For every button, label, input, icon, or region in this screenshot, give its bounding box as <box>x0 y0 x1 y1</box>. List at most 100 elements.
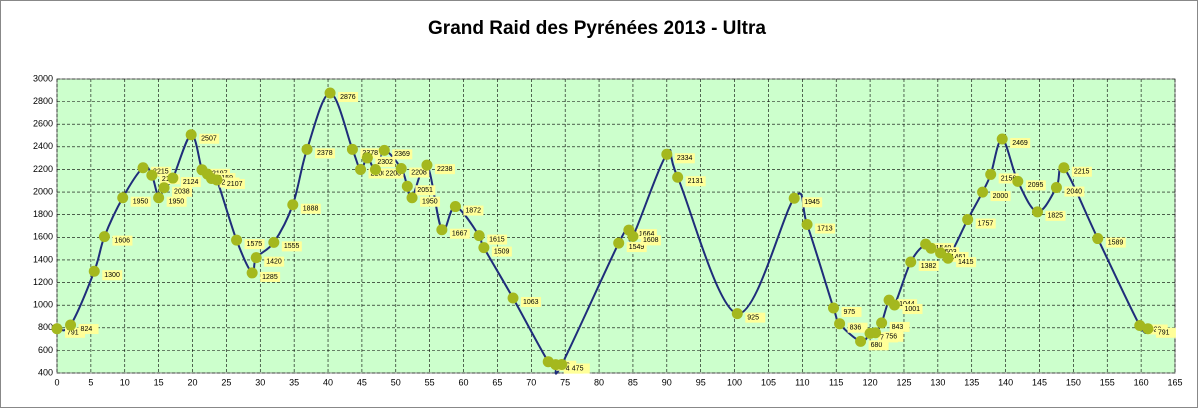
marker <box>378 144 390 156</box>
data-label: 1606 <box>114 237 130 244</box>
data-label: 1945 <box>804 199 820 206</box>
y-tick-label: 400 <box>38 367 53 377</box>
marker <box>870 327 882 339</box>
data-label-bg <box>409 167 430 178</box>
x-tick-label: 50 <box>391 377 401 387</box>
data-label: 2507 <box>201 136 217 143</box>
data-label-bg <box>172 186 193 197</box>
marker <box>355 163 367 175</box>
marker <box>401 180 413 192</box>
marker <box>942 252 954 264</box>
data-label-bg <box>521 297 542 308</box>
marker <box>167 172 179 184</box>
marker <box>1058 162 1070 174</box>
x-tick-label: 20 <box>188 377 198 387</box>
data-label-bg <box>1025 180 1046 191</box>
data-label-bg <box>636 229 657 240</box>
marker <box>1050 182 1062 194</box>
marker <box>731 308 743 320</box>
x-tick-label: 135 <box>964 377 979 387</box>
y-tick-label: 2600 <box>33 119 53 129</box>
data-label: 2124 <box>183 179 199 186</box>
marker <box>117 192 129 204</box>
marker <box>137 162 149 174</box>
data-label-bg <box>674 153 695 164</box>
marker <box>478 242 490 254</box>
marker <box>925 242 937 254</box>
data-label: 1063 <box>523 299 539 306</box>
data-label-bg <box>1105 237 1126 248</box>
data-label: 791 <box>67 330 79 337</box>
data-label: 680 <box>871 342 883 349</box>
data-label-bg <box>569 363 590 374</box>
data-label: 2469 <box>1012 140 1028 147</box>
data-label: 820 <box>1150 326 1162 333</box>
marker <box>250 252 262 264</box>
data-label: 1575 <box>247 241 263 248</box>
marker <box>369 163 381 175</box>
x-tick-label: 150 <box>1066 377 1081 387</box>
data-label-bg <box>434 164 455 175</box>
data-label-bg <box>491 246 512 257</box>
data-label: 2038 <box>174 189 190 196</box>
data-label: 1555 <box>284 243 300 250</box>
marker <box>1142 323 1154 335</box>
x-tick-label: 100 <box>727 377 742 387</box>
data-label-bg <box>1064 186 1085 197</box>
marker <box>828 302 840 314</box>
y-tick-label: 1000 <box>33 300 53 310</box>
data-label: 1825 <box>1047 213 1063 220</box>
data-label: 1950 <box>169 199 185 206</box>
x-tick-label: 120 <box>863 377 878 387</box>
data-label-bg <box>244 239 265 250</box>
data-label: 1713 <box>817 225 833 232</box>
data-label-bg <box>78 324 99 335</box>
y-tick-label: 2000 <box>33 186 53 196</box>
data-label-bg <box>802 197 823 208</box>
x-tick-label: 70 <box>526 377 536 387</box>
data-label-bg <box>847 322 868 333</box>
data-label-bg <box>260 271 281 282</box>
data-label: 2040 <box>1066 188 1082 195</box>
y-tick-label: 800 <box>38 322 53 332</box>
marker <box>98 231 110 243</box>
marker <box>406 192 418 204</box>
data-label: 1872 <box>465 207 481 214</box>
marker <box>185 129 197 141</box>
x-tick-label: 80 <box>594 377 604 387</box>
x-tick-label: 0 <box>54 377 59 387</box>
x-tick-label: 125 <box>896 377 911 387</box>
marker <box>962 214 974 226</box>
marker <box>287 199 299 211</box>
data-label: 1667 <box>452 231 468 238</box>
x-tick-label: 145 <box>1032 377 1047 387</box>
y-tick-label: 3000 <box>33 73 53 83</box>
x-tick-label: 5 <box>88 377 93 387</box>
data-label-bg <box>383 168 404 179</box>
marker <box>1092 233 1104 245</box>
data-label: 1757 <box>978 220 994 227</box>
data-label: 791 <box>1158 330 1170 337</box>
marker <box>855 335 867 347</box>
marker <box>834 318 846 330</box>
marker <box>672 171 684 183</box>
data-label-bg <box>463 205 484 216</box>
data-label: 824 <box>81 326 93 333</box>
data-label: 2000 <box>993 193 1009 200</box>
data-label-bg <box>338 92 359 103</box>
data-label: 1285 <box>262 274 278 281</box>
marker <box>1031 206 1043 218</box>
data-label-bg <box>902 304 923 315</box>
data-label-bg <box>990 191 1011 202</box>
data-label: 925 <box>747 314 759 321</box>
marker <box>788 192 800 204</box>
data-label: 2215 <box>153 169 169 176</box>
data-label: 2200 <box>385 170 401 177</box>
marker <box>395 163 407 175</box>
data-label-bg <box>1071 166 1092 177</box>
marker <box>661 148 673 160</box>
data-label: 1001 <box>904 306 920 313</box>
x-tick-label: 65 <box>492 377 502 387</box>
marker <box>996 133 1008 145</box>
